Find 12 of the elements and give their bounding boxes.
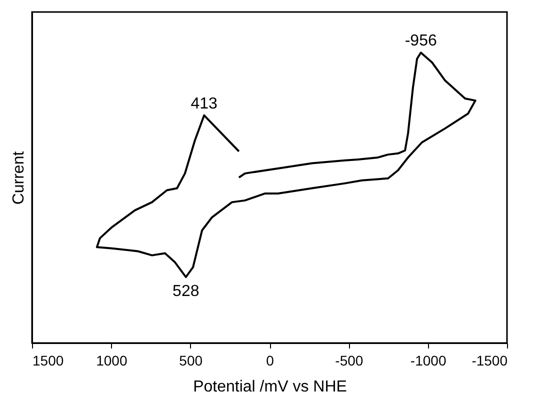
y-axis-title: Current bbox=[10, 150, 28, 205]
annotation: -956 bbox=[404, 32, 437, 50]
x-tick-label: -1500 bbox=[472, 352, 508, 368]
x-tick-label: 500 bbox=[179, 352, 203, 368]
annotation: 528 bbox=[172, 283, 200, 300]
x-axis-title: Potential /mV vs NHE bbox=[193, 378, 347, 396]
x-tick-label: -500 bbox=[335, 352, 364, 368]
annotation: 413 bbox=[190, 95, 218, 112]
x-tick-label: -1000 bbox=[410, 352, 446, 368]
x-tick-label: 1000 bbox=[96, 352, 128, 368]
x-tick-label: 0 bbox=[266, 352, 274, 368]
x-tick-label: 1500 bbox=[32, 352, 64, 368]
